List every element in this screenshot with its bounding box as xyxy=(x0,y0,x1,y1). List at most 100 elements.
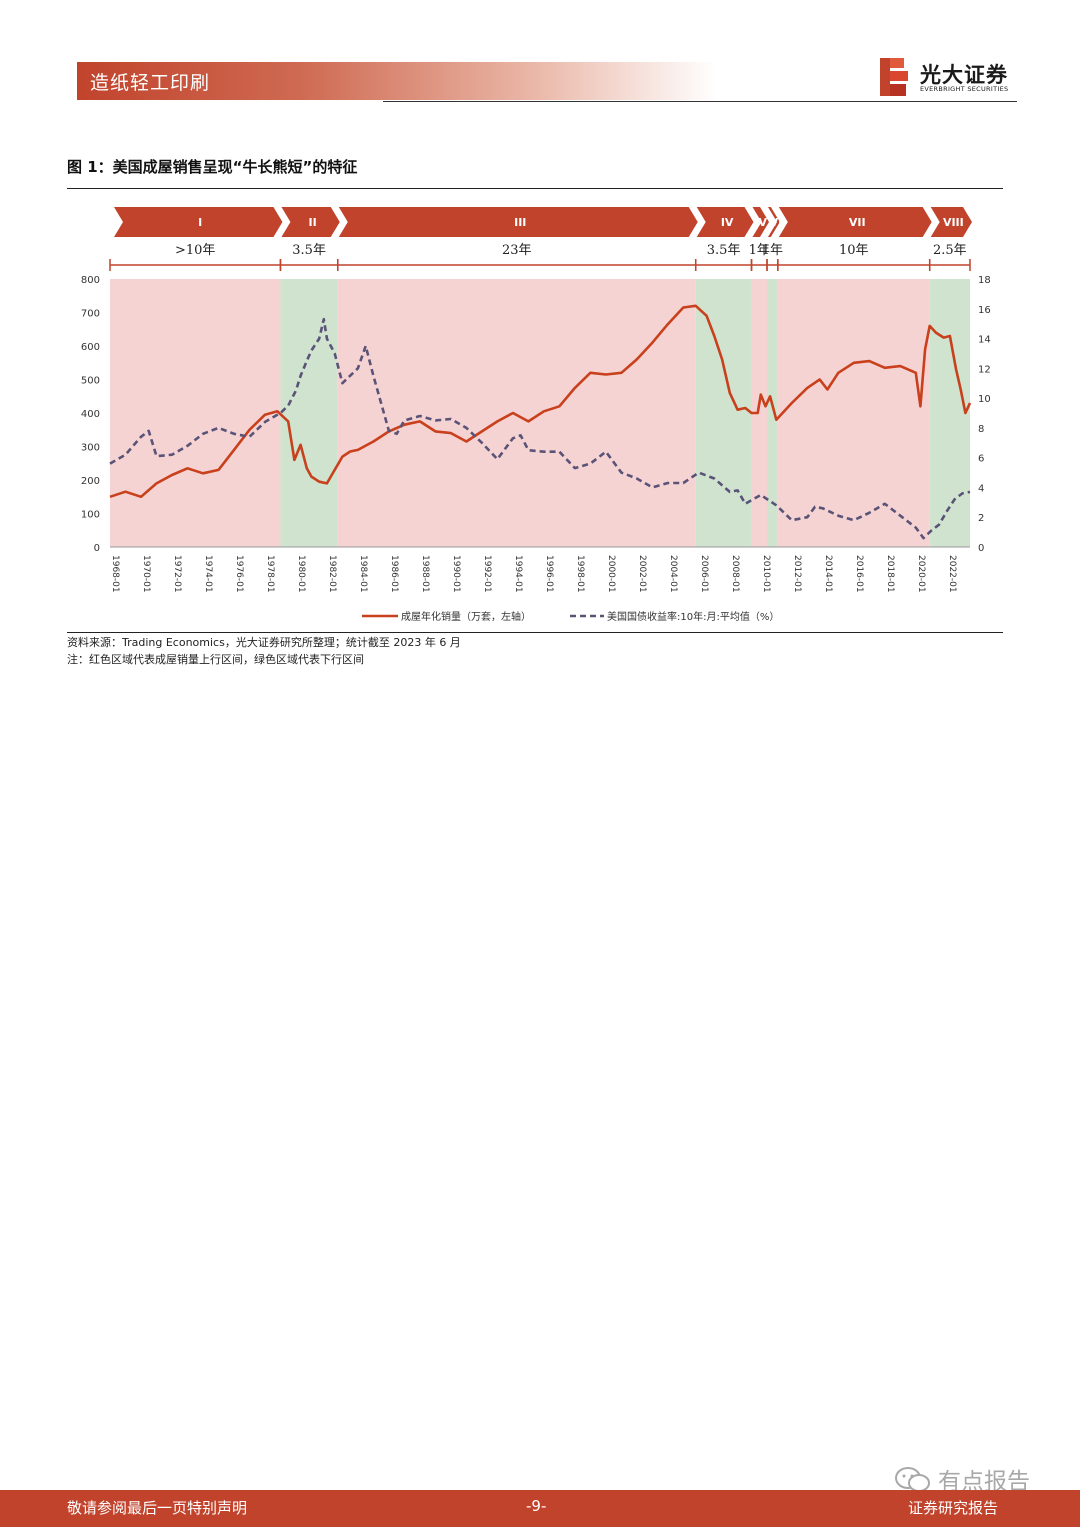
duration-label-8: 2.5年 xyxy=(933,243,967,258)
x-tick-17: 2002-01 xyxy=(637,555,647,593)
phase-arrow-2 xyxy=(281,207,340,237)
logo-cn: 光大证券 xyxy=(920,63,1008,87)
axes: 0 100 200 300 400 500 600 700 800 0 2 4 6 8 10 12 14 16 18… xyxy=(81,275,991,593)
y-left-tick-7: 700 xyxy=(81,309,100,320)
phase-zone-7 xyxy=(777,279,930,547)
y-left-tick-5: 500 xyxy=(81,376,100,387)
x-tick-9: 1986-01 xyxy=(389,555,399,593)
x-tick-27: 2022-01 xyxy=(947,555,957,593)
phase-zone-2 xyxy=(280,279,338,547)
phase-zone-4 xyxy=(695,279,752,547)
duration-label-7: 10年 xyxy=(839,243,869,258)
phase-label-8: VIII xyxy=(943,216,964,229)
legend-label-sales: 成屋年化销量（万套，左轴） xyxy=(401,610,531,623)
duration-label-6: 1年 xyxy=(762,243,783,258)
chart-legend: 成屋年化销量（万套，左轴） 美国国债收益率:10年:月:平均值（%） xyxy=(362,610,779,623)
y-right-tick-3: 6 xyxy=(978,454,984,465)
x-tick-11: 1990-01 xyxy=(451,555,461,593)
x-tick-1: 1970-01 xyxy=(141,555,151,593)
phase-arrow-4 xyxy=(696,207,754,237)
footer-report-type: 证券研究报告 xyxy=(908,1499,999,1517)
y-left-tick-4: 400 xyxy=(81,409,100,420)
series-lines xyxy=(109,304,972,540)
x-tick-2: 1972-01 xyxy=(172,555,182,593)
x-tick-7: 1982-01 xyxy=(327,555,337,593)
everbright-logo-icon xyxy=(880,58,908,96)
phase-label-3: III xyxy=(514,216,526,229)
phase-arrows xyxy=(114,207,972,237)
y-right-tick-4: 8 xyxy=(978,424,984,435)
x-tick-16: 2000-01 xyxy=(606,555,616,593)
x-tick-18: 2004-01 xyxy=(668,555,678,593)
x-tick-21: 2010-01 xyxy=(761,555,771,593)
phase-arrow-6 xyxy=(768,207,780,237)
header-divider xyxy=(383,101,1017,102)
x-tick-20: 2008-01 xyxy=(730,555,740,593)
phase-zone-1 xyxy=(110,279,281,547)
phase-arrow-3 xyxy=(338,207,698,237)
phase-labels: I II III IV V VI VII VIII xyxy=(198,216,964,229)
page-number: -9- xyxy=(526,1497,547,1515)
x-tick-0: 1968-01 xyxy=(110,555,120,593)
footer-disclaimer: 敬请参阅最后一页特别声明 xyxy=(67,1499,248,1517)
x-tick-10: 1988-01 xyxy=(420,555,430,593)
figure-top-rule xyxy=(67,188,1003,189)
x-tick-19: 2006-01 xyxy=(699,555,709,593)
x-tick-3: 1974-01 xyxy=(203,555,213,593)
x-tick-12: 1992-01 xyxy=(482,555,492,593)
duration-label-4: 3.5年 xyxy=(707,243,741,258)
x-tick-25: 2018-01 xyxy=(885,555,895,593)
x-tick-22: 2012-01 xyxy=(792,555,802,593)
phase-label-7: VII xyxy=(849,216,866,229)
phase-zone-6 xyxy=(767,279,778,547)
y-right-tick-8: 16 xyxy=(978,305,991,316)
source-note: 资料来源：Trading Economics，光大证券研究所整理；统计截至 20… xyxy=(67,636,461,649)
y-left-tick-1: 100 xyxy=(81,510,100,521)
phase-zone-3 xyxy=(337,279,696,547)
x-tick-13: 1994-01 xyxy=(513,555,523,593)
y-left-tick-2: 200 xyxy=(81,476,100,487)
phase-label-5: V xyxy=(759,216,768,229)
y-right-tick-0: 0 xyxy=(978,543,984,554)
x-tick-4: 1976-01 xyxy=(234,555,244,593)
x-tick-26: 2020-01 xyxy=(916,555,926,593)
yield-series-line xyxy=(109,317,971,540)
y-right-tick-1: 2 xyxy=(978,513,984,524)
phase-arrow-8 xyxy=(930,207,972,237)
duration-label-5: 1年 xyxy=(749,243,770,258)
y-left-tick-3: 300 xyxy=(81,443,100,454)
figure-bottom-rule xyxy=(67,632,1003,633)
section-title: 造纸轻工印刷 xyxy=(90,72,211,94)
x-tick-6: 1980-01 xyxy=(296,555,306,593)
x-tick-5: 1978-01 xyxy=(265,555,275,593)
y-left-tick-6: 600 xyxy=(81,342,100,353)
duration-label-1: >10年 xyxy=(175,243,215,258)
phase-zone-8 xyxy=(929,279,970,547)
y-right-tick-6: 12 xyxy=(978,364,991,375)
phase-arrow-7 xyxy=(778,207,932,237)
phase-zone-5 xyxy=(751,279,768,547)
y-right-tick-5: 10 xyxy=(978,394,991,405)
sales-series-line xyxy=(109,304,972,499)
phase-label-2: II xyxy=(309,216,317,229)
y-left-tick-0: 0 xyxy=(94,543,100,554)
y-right-tick-9: 18 xyxy=(978,275,991,286)
y-right-tick-2: 4 xyxy=(978,483,984,494)
figure-title: 图 1：美国成屋销售呈现“牛长熊短”的特征 xyxy=(67,158,358,176)
duration-label-3: 23年 xyxy=(502,243,532,258)
header-band xyxy=(77,62,717,100)
phase-zones xyxy=(110,279,970,547)
legend-label-yield: 美国国债收益率:10年:月:平均值（%） xyxy=(607,610,779,623)
x-tick-23: 2014-01 xyxy=(823,555,833,593)
zone-note: 注：红色区域代表成屋销量上行区间，绿色区域代表下行区间 xyxy=(67,653,364,666)
x-tick-14: 1996-01 xyxy=(544,555,554,593)
phase-arrow-1 xyxy=(114,207,283,237)
duration-label-2: 3.5年 xyxy=(292,243,326,258)
footer-band xyxy=(0,1490,1080,1527)
y-left-tick-8: 800 xyxy=(81,275,100,286)
wechat-icon xyxy=(895,1467,930,1492)
logo-en: EVERBRIGHT SECURITIES xyxy=(920,85,1009,93)
phase-label-6: VI xyxy=(770,216,783,229)
phase-arrow-5 xyxy=(752,207,770,237)
